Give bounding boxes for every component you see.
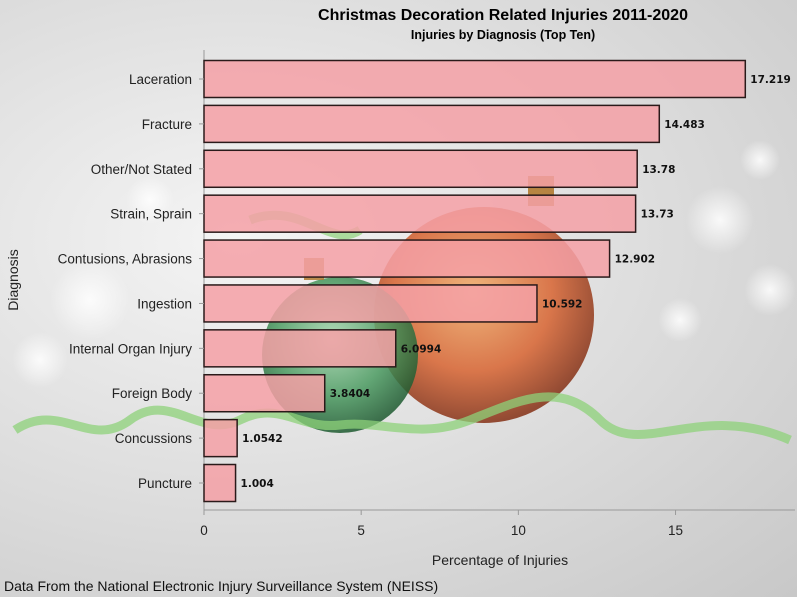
category-label: Strain, Sprain	[110, 207, 192, 222]
bar-value-label: 13.73	[641, 209, 674, 221]
chart-subtitle: Injuries by Diagnosis (Top Ten)	[411, 28, 595, 42]
ribbon-image	[12, 392, 792, 445]
bar-value-label: 13.78	[642, 164, 675, 176]
x-tick-label: 15	[668, 523, 683, 538]
category-label: Ingestion	[137, 296, 192, 311]
bar-2	[203, 149, 638, 189]
category-label: Foreign Body	[112, 386, 193, 401]
bar-8	[203, 418, 238, 458]
x-tick-label: 5	[357, 523, 365, 538]
bar-0	[203, 59, 747, 99]
y-axis-label: Diagnosis	[5, 249, 21, 310]
source-footnote: Data From the National Electronic Injury…	[4, 578, 439, 594]
bar-value-label: 12.902	[615, 254, 656, 266]
bar-value-label: 1.004	[241, 478, 274, 490]
bar-value-label: 3.8404	[330, 388, 371, 400]
bar-value-label: 10.592	[542, 298, 583, 310]
bar-value-label: 6.0994	[401, 343, 442, 355]
category-label: Laceration	[129, 72, 192, 87]
category-label: Puncture	[138, 476, 192, 491]
bar-value-label: 14.483	[664, 119, 705, 131]
category-label: Other/Not Stated	[91, 162, 192, 177]
x-tick-label: 0	[200, 523, 208, 538]
bar-1	[203, 104, 661, 144]
bar-6	[203, 329, 397, 368]
bar-9	[203, 463, 237, 503]
category-label: Fracture	[142, 117, 192, 132]
x-tick-labels: 0 5 10 15	[200, 510, 683, 538]
category-label: Internal Organ Injury	[69, 341, 192, 356]
bar-7	[203, 373, 326, 413]
bar-3	[203, 194, 637, 233]
category-label: Contusions, Abrasions	[58, 252, 193, 267]
x-tick-label: 10	[511, 523, 526, 538]
category-labels: Laceration Fracture Other/Not Stated Strain…	[58, 72, 204, 491]
bar-5	[203, 284, 538, 323]
category-label: Concussions	[115, 431, 193, 446]
bar-4	[203, 239, 611, 278]
bar-value-label: 1.0542	[242, 433, 283, 445]
bar-value-label: 17.219	[750, 74, 791, 86]
chart-title: Christmas Decoration Related Injuries 20…	[318, 7, 688, 24]
x-axis-label: Percentage of Injuries	[432, 552, 568, 568]
